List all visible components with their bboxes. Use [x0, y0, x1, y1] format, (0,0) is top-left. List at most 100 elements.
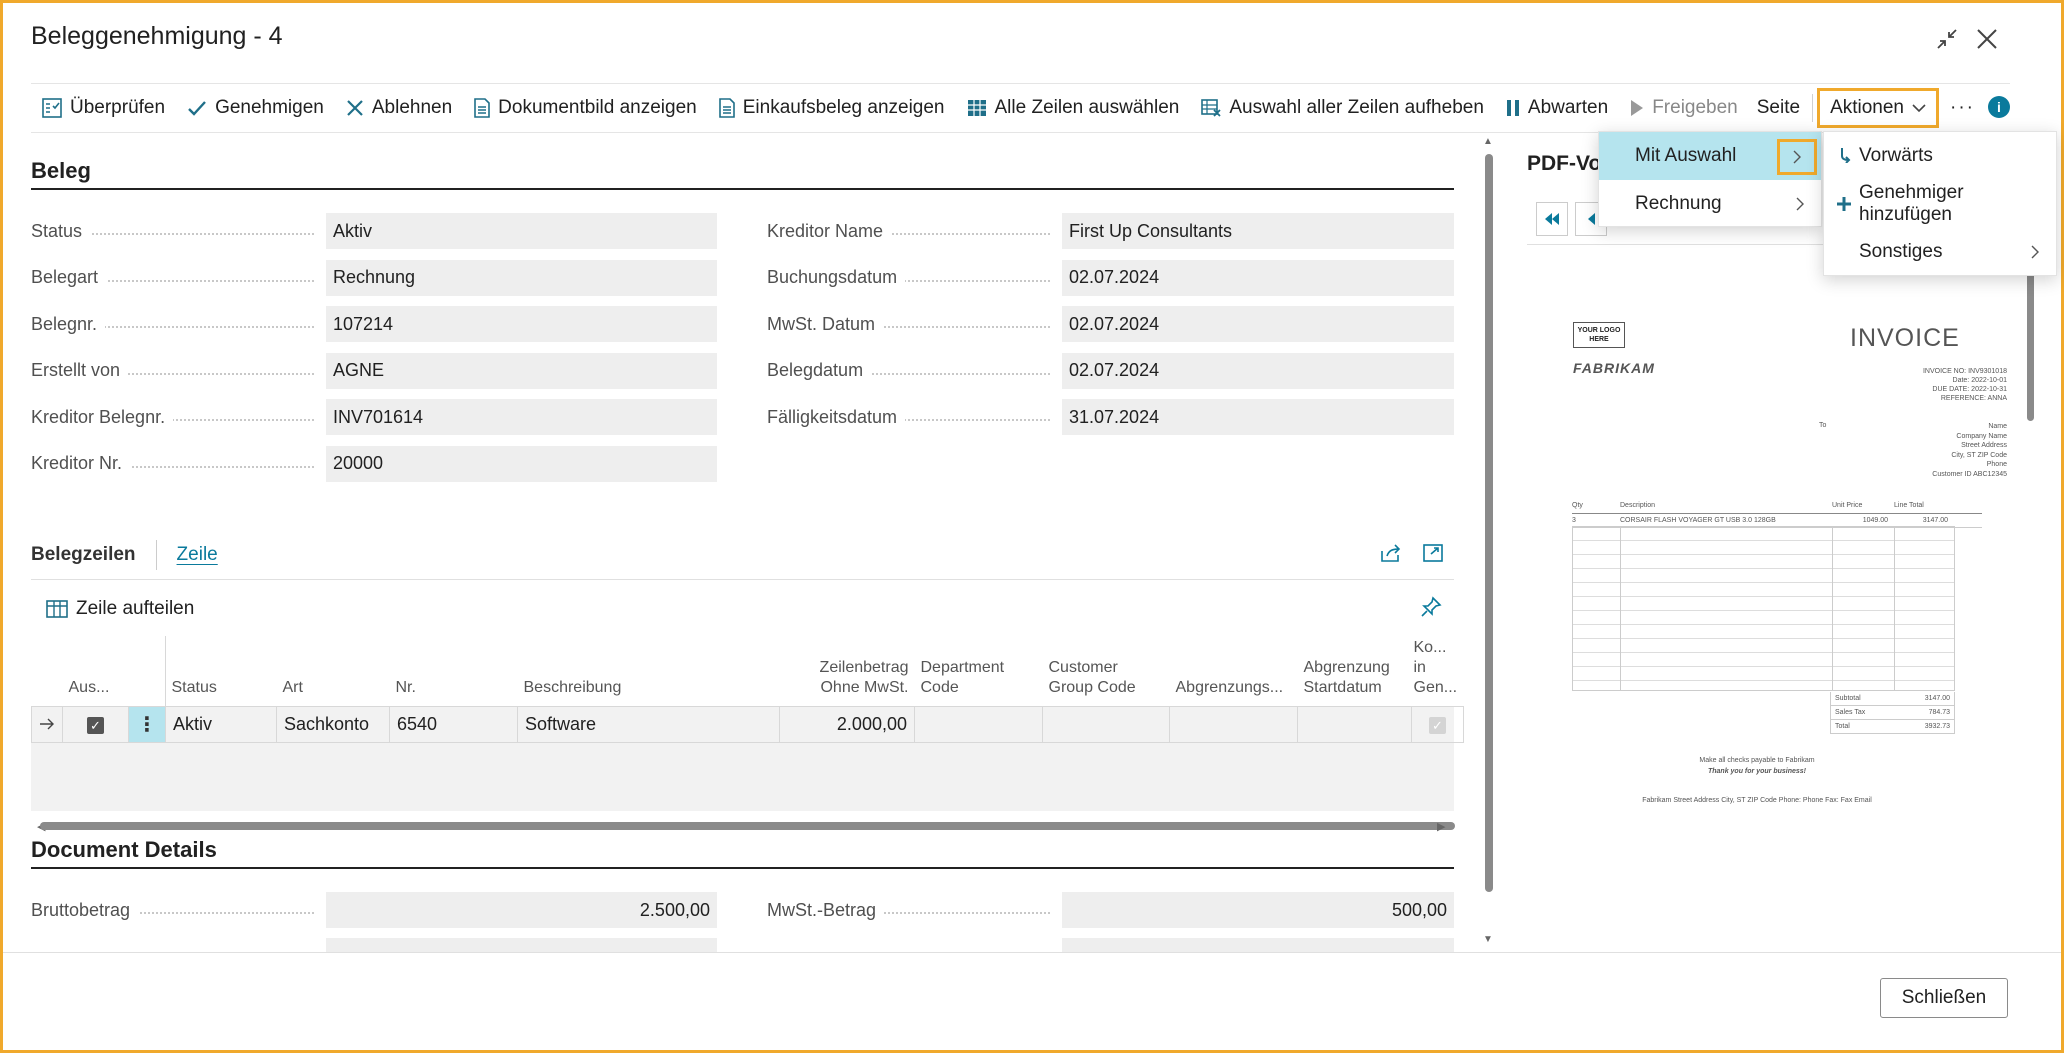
cell-abgrenzung-startdatum[interactable]	[1297, 705, 1412, 743]
col-header-beschreibung[interactable]: Beschreibung	[523, 678, 622, 696]
field-label: Buchungsdatum	[767, 267, 906, 288]
field-value[interactable]: 31.07.2024	[1062, 399, 1454, 436]
field-value[interactable]: 2.500,00	[326, 892, 717, 928]
pdf-vertical-scrollbar[interactable]	[2027, 236, 2034, 421]
cell-abgrenzungs[interactable]	[1169, 705, 1298, 743]
review-button[interactable]: Überprüfen	[31, 88, 176, 128]
field-value[interactable]: Rechnung	[326, 259, 717, 296]
split-line-button[interactable]: Zeile aufteilen	[36, 589, 204, 629]
submenu-chevron-right-icon[interactable]	[1777, 139, 1817, 175]
arrow-right-icon	[40, 718, 54, 729]
show-purchase-document-button[interactable]: Einkaufsbeleg anzeigen	[708, 88, 956, 128]
beleg-section-divider	[31, 188, 1454, 190]
reject-button[interactable]: Ablehnen	[335, 88, 463, 128]
scroll-up-arrow[interactable]: ▲	[1483, 136, 1493, 147]
page-menu-button[interactable]: Seite	[1749, 88, 1808, 128]
scroll-right-arrow[interactable]: ▶	[1437, 821, 1446, 833]
chevron-down-icon	[1912, 104, 1926, 113]
checkmark-icon	[188, 101, 206, 116]
menu-item-sonstiges[interactable]: Sonstiges	[1824, 228, 2056, 276]
close-icon[interactable]	[1970, 22, 2004, 56]
menu-item-label: Sonstiges	[1859, 241, 1943, 262]
play-icon	[1631, 100, 1644, 116]
field-label: Belegnr.	[31, 313, 106, 334]
kebab-menu-icon[interactable]: ⋮	[137, 713, 157, 736]
table-clear-icon	[1201, 99, 1221, 117]
field-value[interactable]: 20000	[326, 445, 717, 482]
cell-nr[interactable]: 6540	[389, 705, 518, 743]
cell-status[interactable]: Aktiv	[165, 705, 277, 743]
menu-item-label: Rechnung	[1635, 193, 1722, 214]
field-value[interactable]: 02.07.2024	[1062, 259, 1454, 296]
share-icon[interactable]	[1380, 543, 1402, 568]
field-kreditor-nr: Kreditor Nr. 20000	[31, 445, 717, 482]
show-document-image-button[interactable]: Dokumentbild anzeigen	[463, 88, 708, 128]
clear-selection-button[interactable]: Auswahl aller Zeilen aufheben	[1190, 88, 1495, 128]
col-header-ko-in-gen[interactable]: Ko... in Gen...	[1413, 638, 1458, 696]
action-toolbar: Überprüfen Genehmigen Ablehnen Dokumentb…	[31, 83, 2010, 133]
invoice-preview: YOUR LOGO HERE FABRIKAM INVOICE INVOICE N…	[1527, 250, 2027, 930]
scroll-down-arrow[interactable]: ▼	[1483, 934, 1493, 945]
horizontal-scrollbar[interactable]	[40, 822, 1455, 830]
release-button[interactable]: Freigeben	[1619, 88, 1749, 128]
col-header-status[interactable]: Status	[171, 678, 217, 696]
field-value[interactable]: INV701614	[326, 399, 717, 436]
collapse-icon[interactable]	[1930, 22, 1964, 56]
select-all-lines-button[interactable]: Alle Zeilen auswählen	[956, 88, 1191, 128]
pin-icon[interactable]	[1420, 596, 1442, 623]
cell-art[interactable]: Sachkonto	[276, 705, 390, 743]
field-label: MwSt.-Betrag	[767, 899, 885, 920]
beleg-section-title: Beleg	[31, 158, 91, 183]
col-header-art[interactable]: Art	[282, 678, 303, 696]
pdf-first-page-button[interactable]	[1536, 202, 1568, 236]
review-label: Überprüfen	[70, 97, 166, 118]
lines-divider	[31, 579, 1454, 580]
tab-zeile[interactable]: Zeile	[176, 544, 218, 565]
actions-menu-button[interactable]: Aktionen	[1817, 88, 1940, 128]
row-select-checkbox[interactable]: ✓	[87, 717, 104, 734]
field-value[interactable]: 02.07.2024	[1062, 306, 1454, 343]
field-value[interactable]: 500,00	[1062, 892, 1454, 928]
col-header-department-code[interactable]: Department Code	[920, 658, 1005, 696]
cell-beschreibung[interactable]: Software	[517, 705, 780, 743]
field-value[interactable]: First Up Consultants	[1062, 213, 1454, 249]
approve-button[interactable]: Genehmigen	[176, 88, 335, 128]
field-erstellt-von: Erstellt von AGNE	[31, 352, 717, 389]
field-value[interactable]: 107214	[326, 306, 717, 343]
vertical-scrollbar[interactable]	[1485, 154, 1493, 892]
cell-department-code[interactable]	[914, 705, 1043, 743]
expand-icon[interactable]	[1422, 543, 1444, 568]
menu-item-vorwaerts[interactable]: Vorwärts	[1824, 132, 2056, 180]
close-button[interactable]: Schließen	[1880, 978, 2008, 1018]
menu-item-mit-auswahl[interactable]: Mit Auswahl	[1599, 132, 1821, 180]
cell-zeilenbetrag[interactable]: 2.000,00	[779, 705, 915, 743]
menu-item-genehmiger-hinzufuegen[interactable]: Genehmiger hinzufügen	[1824, 180, 2056, 228]
col-header-nr[interactable]: Nr.	[395, 678, 416, 696]
field-value[interactable]: 02.07.2024	[1062, 352, 1454, 389]
lines-grid-header-bg	[31, 636, 1454, 706]
field-value[interactable]: Aktiv	[326, 213, 717, 249]
col-header-abgrenzung-startdatum[interactable]: Abgrenzung Startdatum	[1303, 658, 1390, 696]
cell-ko-in-gen[interactable]: ✓	[1411, 705, 1464, 743]
field-belegnr: Belegnr. 107214	[31, 306, 717, 343]
menu-item-rechnung[interactable]: Rechnung	[1599, 180, 1821, 228]
document-icon	[474, 98, 490, 118]
col-header-aus[interactable]: Aus...	[68, 678, 110, 696]
col-header-abgrenzungs[interactable]: Abgrenzungs...	[1175, 678, 1284, 696]
field-value[interactable]: AGNE	[326, 352, 717, 389]
column-divider	[165, 636, 166, 706]
cell-customer-group-code[interactable]	[1042, 705, 1170, 743]
field-kreditor-name: Kreditor Name First Up Consultants	[767, 213, 1454, 249]
more-options-button[interactable]: ···	[1939, 88, 1986, 128]
tab-belegzeilen[interactable]: Belegzeilen	[31, 544, 136, 565]
wait-button[interactable]: Abwarten	[1495, 88, 1619, 128]
info-icon[interactable]: i	[1988, 96, 2010, 118]
invoice-meta: INVOICE NO: INV9301018 Date: 2022-10-01 …	[1922, 368, 2007, 402]
col-header-zeilenbetrag[interactable]: Zeilenbetrag Ohne MwSt.	[819, 658, 909, 696]
page-menu-label: Seite	[1756, 97, 1801, 118]
row-actions-cell[interactable]: ⋮	[128, 705, 166, 743]
col-header-customer-group-code[interactable]: Customer Group Code	[1048, 658, 1136, 696]
select-cell[interactable]: ✓	[62, 705, 129, 743]
table-row[interactable]: ✓ ⋮ Aktiv Sachkonto 6540 Software 2.000,…	[31, 705, 1464, 743]
invoice-items-header: Qty Description Unit Price Line Total	[1572, 502, 1982, 514]
